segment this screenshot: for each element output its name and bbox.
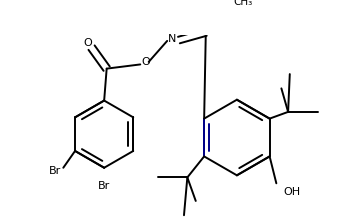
Text: O: O: [141, 57, 150, 67]
Text: OH: OH: [283, 187, 300, 197]
Text: Br: Br: [97, 181, 110, 191]
Text: O: O: [83, 38, 92, 48]
Text: Br: Br: [49, 166, 61, 176]
Text: N: N: [168, 34, 176, 44]
Text: CH₃: CH₃: [233, 0, 253, 7]
